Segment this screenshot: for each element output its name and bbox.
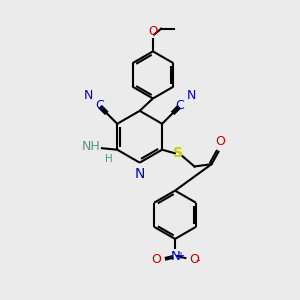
Text: O: O (151, 253, 161, 266)
Text: N: N (135, 167, 146, 182)
Text: -: - (195, 254, 200, 268)
Text: O: O (189, 253, 199, 266)
Text: S: S (173, 146, 183, 160)
Text: C: C (175, 99, 184, 112)
Text: NH: NH (82, 140, 101, 153)
Text: N: N (84, 88, 93, 102)
Text: +: + (176, 251, 184, 261)
Text: O: O (215, 135, 225, 148)
Text: C: C (95, 99, 104, 112)
Text: O: O (148, 25, 158, 38)
Text: N: N (186, 88, 196, 102)
Text: H: H (104, 154, 112, 164)
Text: N: N (170, 250, 180, 263)
